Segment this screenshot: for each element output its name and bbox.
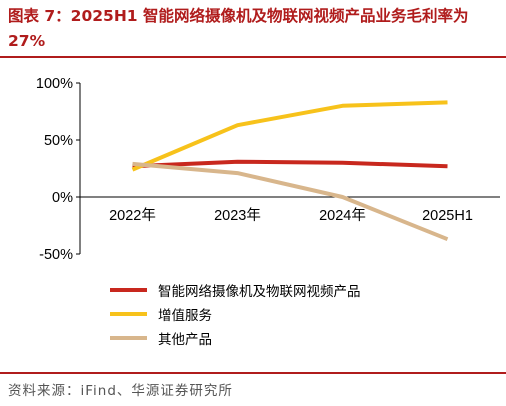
x-category-label: 2023年 xyxy=(214,207,261,224)
legend-swatch xyxy=(110,312,147,316)
y-tick-label: 0% xyxy=(52,190,73,206)
series-line-1 xyxy=(132,159,448,169)
legend-swatch xyxy=(110,336,147,340)
series-line-3 xyxy=(132,161,449,242)
x-axis-categories: 2022年 2023年 2024年 2025H1 xyxy=(109,207,473,224)
series-lines xyxy=(131,100,449,242)
y-axis-ticks: 100% 50% 0% -50% xyxy=(36,76,80,263)
chart-legend: 智能网络摄像机及物联网视频产品 增值服务其他产品 xyxy=(110,278,490,350)
legend-label: 增值服务 xyxy=(158,308,212,324)
legend-swatch xyxy=(110,288,147,292)
x-category-label: 2025H1 xyxy=(422,208,473,224)
series-line-2 xyxy=(131,100,448,172)
x-category-label: 2022年 xyxy=(109,207,156,224)
axes xyxy=(79,83,500,254)
legend-item: 其他产品 xyxy=(110,326,490,350)
source-note: 资料来源：iFind、华源证券研究所 xyxy=(8,383,233,399)
figure-title: 图表 7：2025H1 智能网络摄像机及物联网视频产品业务毛利率为 27% xyxy=(8,7,469,50)
legend-label: 智能网络摄像机及物联网视频产品 xyxy=(158,284,361,300)
title-rule xyxy=(0,56,506,58)
y-tick-label: -50% xyxy=(39,247,73,263)
legend-item: 智能网络摄像机及物联网视频产品 xyxy=(110,278,490,302)
y-tick-label: 50% xyxy=(44,133,73,149)
x-category-label: 2024年 xyxy=(319,207,366,224)
legend-label: 其他产品 xyxy=(158,332,212,348)
y-tick-label: 100% xyxy=(36,76,73,92)
source-rule xyxy=(0,372,506,374)
legend-item: 增值服务 xyxy=(110,302,490,326)
line-chart: 100% 50% 0% -50% 2022年 2023年 2024年 2025H1 xyxy=(36,76,500,263)
